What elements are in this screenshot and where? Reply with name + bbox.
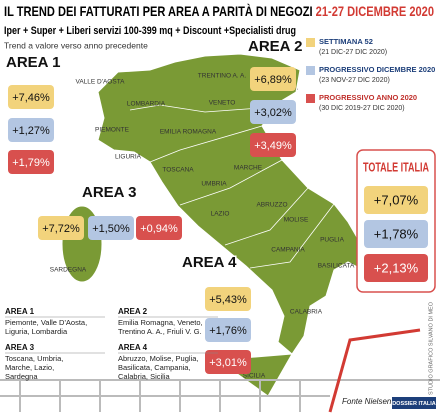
area-list-name: AREA 2 <box>118 307 148 316</box>
area-list-name: AREA 1 <box>5 307 35 316</box>
value-box <box>8 150 54 174</box>
subtitle: Iper + Super + Liberi servizi 100-399 mq… <box>4 25 296 37</box>
mainland <box>97 53 385 355</box>
value-box <box>250 67 296 91</box>
title-dates: 21-27 DICEMBRE 2020 <box>316 3 434 19</box>
brand-box <box>392 397 436 409</box>
area-list-regions: Piemonte, Valle D'Aosta, <box>5 318 87 327</box>
area-list-regions: Toscana, Umbria, <box>5 354 63 363</box>
legend-label: PROGRESSIVO DICEMBRE 2020 <box>319 65 435 74</box>
region-label: SICILIA <box>243 373 266 380</box>
value-label: +3,02% <box>254 107 292 119</box>
region-label: TRENTINO A. A. <box>198 73 247 80</box>
value-box <box>8 118 54 142</box>
value-box <box>136 216 182 240</box>
value-box <box>88 216 134 240</box>
value-box <box>205 350 251 374</box>
region-label: CAMPANIA <box>271 247 305 254</box>
legend-swatch <box>306 66 315 75</box>
value-box <box>364 220 428 248</box>
value-label: +0,94% <box>140 223 178 235</box>
region-label: MARCHE <box>234 165 263 172</box>
area-list-regions: Abruzzo, Molise, Puglia, <box>118 354 198 363</box>
area-list-regions: Calabria, Sicilia <box>118 372 171 381</box>
area-name: AREA 3 <box>82 184 136 201</box>
region-label: SARDEGNA <box>50 267 87 274</box>
note: Trend a valore verso anno precedente <box>4 40 148 50</box>
area-name: AREA 4 <box>182 254 237 271</box>
brand: DOSSIER ITALIA <box>392 401 436 407</box>
legend-label: PROGRESSIVO ANNO 2020 <box>319 93 417 102</box>
title: IL TREND DEI FATTURATI PER AREA A PARITÀ… <box>4 3 434 19</box>
region-label: VENETO <box>209 100 236 107</box>
value-box <box>205 287 251 311</box>
value-label: +1,78% <box>374 226 419 241</box>
value-label: +7,46% <box>12 92 50 104</box>
value-label: +5,43% <box>209 294 247 306</box>
value-box <box>364 254 428 282</box>
region-label: UMBRIA <box>201 181 227 188</box>
area-list-regions: Liguria, Lombardia <box>5 327 68 336</box>
region-label: MOLISE <box>284 217 309 224</box>
area-list-regions: Basilicata, Campania, <box>118 363 191 372</box>
value-label: +7,72% <box>42 223 80 235</box>
source: Fonte Nielsen <box>342 397 392 406</box>
value-box <box>250 100 296 124</box>
value-box <box>250 133 296 157</box>
area-name: AREA 2 <box>248 38 302 55</box>
region-label: ABRUZZO <box>256 202 287 209</box>
value-label: +1,27% <box>12 125 50 137</box>
region-label: CALABRIA <box>290 309 323 316</box>
legend-label: SETTIMANA 52 <box>319 37 373 46</box>
value-label: +2,13% <box>374 260 419 275</box>
region-label: LIGURIA <box>115 154 142 161</box>
legend-swatch <box>306 38 315 47</box>
value-box <box>38 216 84 240</box>
region-label: EMILIA ROMAGNA <box>160 129 217 136</box>
legend-period: (23 NOV-27 DIC 2020) <box>319 77 390 84</box>
value-label: +6,89% <box>254 74 292 86</box>
area-list-regions: Trentino A. A., Friuli V. G. <box>118 327 202 336</box>
region-label: PUGLIA <box>320 237 345 244</box>
area-list-regions: Emilia Romagna, Veneto, <box>118 318 203 327</box>
content: SETTIMANA 52 (21 DIC-27 DIC 2020) PROGRESS… <box>5 36 436 409</box>
value-label: +3,49% <box>254 140 292 152</box>
value-box <box>364 186 428 214</box>
region-label: VALLE D'AOSTA <box>75 79 125 86</box>
value-box <box>205 318 251 342</box>
area-name: AREA 1 <box>6 54 60 71</box>
value-label: +3,01% <box>209 357 247 369</box>
title-main: IL TREND DEI FATTURATI PER AREA A PARITÀ… <box>4 3 313 19</box>
legend-period: (21 DIC-27 DIC 2020) <box>319 49 387 56</box>
value-label: +7,07% <box>374 192 419 207</box>
area-list-name: AREA 3 <box>5 343 35 352</box>
area-list-regions: Sardegna <box>5 372 38 381</box>
value-label: +1,50% <box>92 223 130 235</box>
region-label: PIEMONTE <box>95 127 130 134</box>
region-label: LOMBARDIA <box>127 101 166 108</box>
value-label: +1,79% <box>12 157 50 169</box>
region-label: BASILICATA <box>318 263 355 270</box>
studio: STUDIO GRAFICO SILVANO DI MEO <box>428 301 434 395</box>
area-list-name: AREA 4 <box>118 343 148 352</box>
cart <box>0 328 440 413</box>
region-borders <box>129 104 335 269</box>
value-box <box>8 85 54 109</box>
value-label: +1,76% <box>209 325 247 337</box>
total-title: TOTALE ITALIA <box>363 160 429 174</box>
legend-period: (30 DIC 2019-27 DIC 2020) <box>319 105 405 112</box>
legend-swatch <box>306 94 315 103</box>
region-label: TOSCANA <box>162 167 194 174</box>
area-list-regions: Marche, Lazio, <box>5 363 54 372</box>
region-label: LAZIO <box>211 211 230 218</box>
